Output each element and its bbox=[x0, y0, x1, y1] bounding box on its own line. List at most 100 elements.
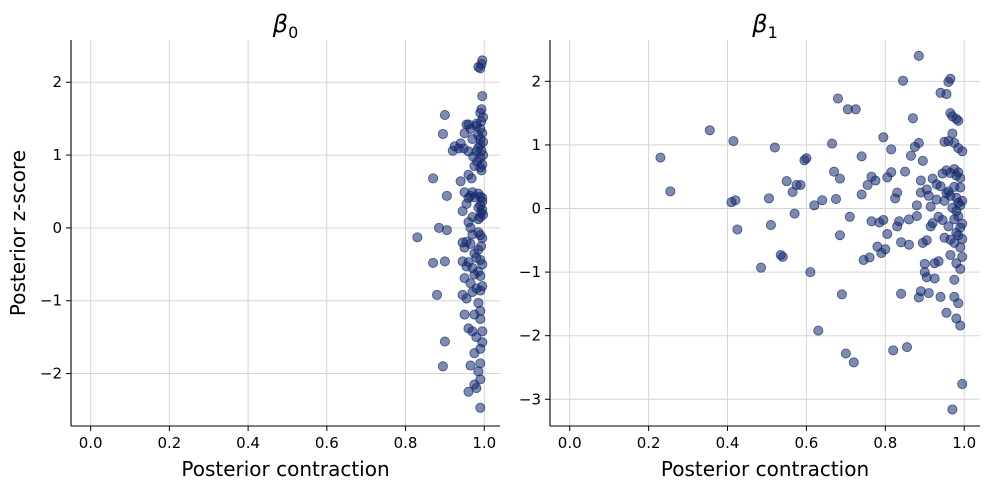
data-point bbox=[941, 307, 952, 318]
data-point bbox=[953, 298, 964, 309]
data-point bbox=[844, 211, 855, 222]
data-point bbox=[457, 237, 468, 248]
data-point bbox=[704, 125, 715, 136]
y-tick-label: −2 bbox=[40, 365, 62, 383]
panel-title: β0 bbox=[272, 10, 299, 42]
data-point bbox=[473, 61, 484, 72]
data-point bbox=[870, 175, 881, 186]
x-tick-label: 0.6 bbox=[315, 434, 339, 452]
data-point bbox=[900, 166, 911, 177]
x-tick-label: 0.0 bbox=[79, 434, 103, 452]
data-point bbox=[943, 221, 954, 232]
panel-title-subscript: 1 bbox=[768, 23, 778, 42]
data-point bbox=[955, 263, 966, 274]
y-tick-label: 0 bbox=[531, 200, 541, 218]
data-point bbox=[911, 211, 922, 222]
data-point bbox=[957, 234, 968, 245]
data-point bbox=[476, 165, 487, 176]
data-point bbox=[947, 404, 958, 415]
data-point bbox=[809, 200, 820, 211]
data-point bbox=[469, 269, 480, 280]
data-point bbox=[665, 186, 676, 197]
data-point bbox=[911, 200, 922, 211]
data-point bbox=[765, 220, 776, 231]
data-point bbox=[955, 242, 966, 253]
data-point bbox=[913, 50, 924, 61]
data-point bbox=[933, 256, 944, 267]
x-tick-label: 0.0 bbox=[558, 434, 582, 452]
data-point bbox=[475, 402, 486, 413]
data-point bbox=[795, 179, 806, 190]
y-tick-label: −1 bbox=[40, 292, 62, 310]
y-tick-label: −1 bbox=[519, 263, 541, 281]
data-point bbox=[466, 173, 477, 184]
data-point bbox=[805, 267, 816, 278]
data-point bbox=[777, 251, 788, 262]
data-point bbox=[441, 190, 452, 201]
data-point bbox=[894, 216, 905, 227]
data-point bbox=[840, 348, 851, 359]
data-point bbox=[439, 110, 450, 121]
data-point bbox=[856, 151, 867, 162]
data-point bbox=[834, 230, 845, 241]
data-point bbox=[477, 91, 488, 102]
data-point bbox=[834, 173, 845, 184]
data-point bbox=[465, 360, 476, 371]
data-point bbox=[864, 252, 875, 263]
data-point bbox=[913, 138, 924, 149]
data-point bbox=[957, 195, 968, 206]
data-point bbox=[813, 325, 824, 336]
data-point bbox=[475, 313, 486, 324]
data-point bbox=[655, 152, 666, 163]
data-point bbox=[827, 138, 838, 149]
data-point bbox=[888, 345, 899, 356]
data-point bbox=[428, 173, 439, 184]
data-point bbox=[903, 239, 914, 250]
data-point bbox=[923, 288, 934, 299]
x-tick-label: 0.2 bbox=[637, 434, 661, 452]
data-point bbox=[919, 258, 930, 269]
data-point bbox=[923, 190, 934, 201]
data-point bbox=[439, 336, 450, 347]
data-point bbox=[947, 128, 958, 139]
data-point bbox=[476, 241, 487, 252]
data-point bbox=[886, 144, 897, 155]
data-point bbox=[921, 235, 932, 246]
panel-beta0: 0.0 0.2 0.4 0.6 0.8 1.0 −2 −1 0 1 2 Posterior contr… bbox=[6, 10, 500, 481]
data-point bbox=[949, 274, 960, 285]
data-point bbox=[935, 181, 946, 192]
data-point bbox=[437, 361, 448, 372]
data-point bbox=[945, 249, 956, 260]
data-point bbox=[781, 176, 792, 187]
panel-title-symbol: β bbox=[272, 10, 288, 38]
data-point bbox=[463, 386, 474, 397]
y-tick-label: 0 bbox=[52, 219, 62, 237]
data-point bbox=[728, 136, 739, 147]
panel-title-subscript: 0 bbox=[288, 23, 298, 42]
y-tick-label: 1 bbox=[531, 136, 541, 154]
data-point bbox=[882, 228, 893, 239]
x-tick-label: 1.0 bbox=[472, 434, 496, 452]
data-point bbox=[801, 153, 812, 164]
data-point bbox=[955, 172, 966, 183]
data-point bbox=[469, 160, 480, 171]
x-tick-label: 0.8 bbox=[873, 434, 897, 452]
data-point bbox=[886, 167, 897, 178]
data-point bbox=[468, 151, 479, 162]
data-point bbox=[957, 251, 968, 262]
x-tick-label: 0.8 bbox=[394, 434, 418, 452]
y-tick-label: −2 bbox=[519, 327, 541, 345]
data-point bbox=[461, 293, 472, 304]
x-tick-label: 0.4 bbox=[236, 434, 260, 452]
data-point bbox=[477, 281, 488, 292]
data-point bbox=[915, 175, 926, 186]
x-axis-title: Posterior contraction bbox=[661, 457, 869, 481]
data-point bbox=[469, 348, 480, 359]
data-point bbox=[836, 289, 847, 300]
data-point bbox=[412, 232, 423, 243]
data-point bbox=[449, 141, 460, 152]
x-tick-label: 0.2 bbox=[157, 434, 181, 452]
data-point bbox=[898, 75, 909, 86]
